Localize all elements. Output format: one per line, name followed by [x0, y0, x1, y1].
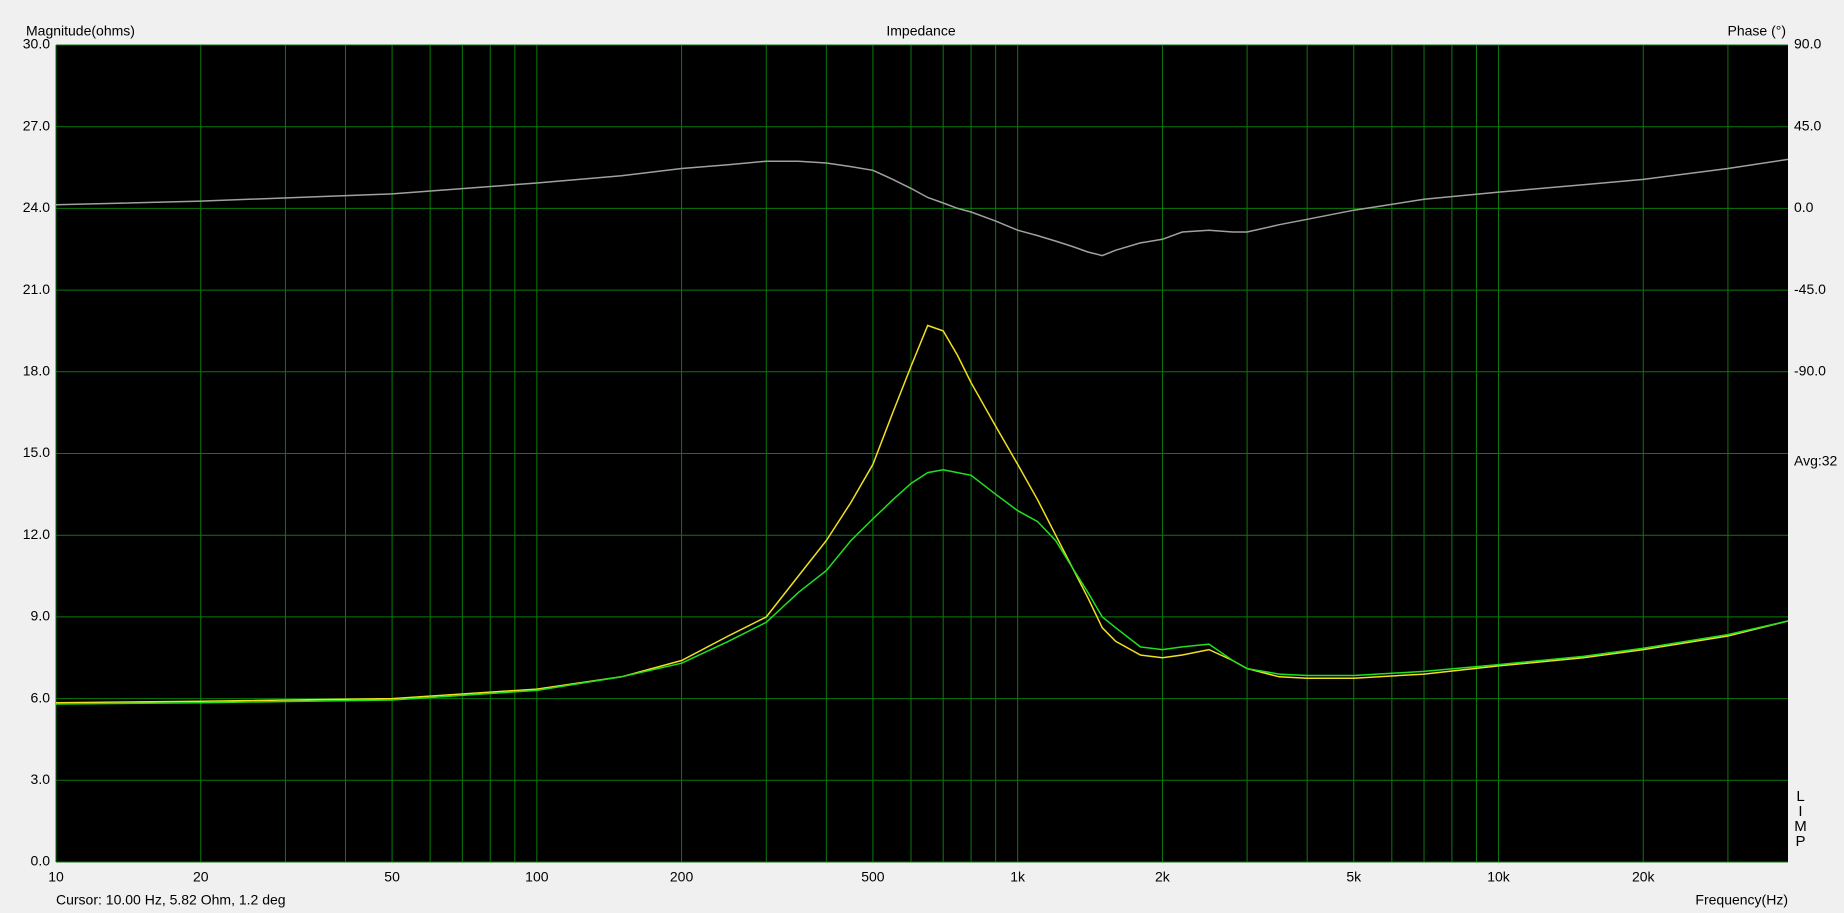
y-tick-label: 0.0 — [31, 853, 51, 869]
y2-tick-label: 90.0 — [1794, 36, 1821, 52]
y-tick-label: 3.0 — [31, 771, 51, 787]
avg-label: Avg:32 — [1794, 453, 1838, 469]
y-tick-label: 27.0 — [23, 117, 50, 133]
x-tick-label: 100 — [525, 869, 549, 885]
y-tick-label: 30.0 — [23, 36, 50, 52]
y-axis-title: Magnitude(ohms) — [26, 23, 135, 39]
series-line — [55, 158, 1789, 257]
y-tick-label: 21.0 — [23, 281, 50, 297]
y-tick-label: 15.0 — [23, 444, 50, 460]
series-line — [55, 469, 1789, 705]
series-line — [55, 324, 1789, 704]
cursor-readout: Cursor: 10.00 Hz, 5.82 Ohm, 1.2 deg — [56, 892, 286, 908]
y2-tick-label: -90.0 — [1794, 363, 1826, 379]
y-tick-label: 6.0 — [31, 689, 51, 705]
y-tick-label: 18.0 — [23, 363, 50, 379]
y-tick-label: 9.0 — [31, 608, 51, 624]
y-tick-label: 12.0 — [23, 526, 50, 542]
y2-tick-label: -45.0 — [1794, 281, 1826, 297]
y2-tick-label: 0.0 — [1794, 199, 1814, 215]
y2-axis-title: Phase (°) — [1727, 23, 1786, 39]
x-tick-label: 2k — [1155, 869, 1171, 885]
x-tick-label: 500 — [861, 869, 885, 885]
y2-tick-label: 45.0 — [1794, 117, 1821, 133]
y-tick-label: 24.0 — [23, 199, 50, 215]
x-tick-label: 5k — [1346, 869, 1362, 885]
x-tick-label: 1k — [1010, 869, 1026, 885]
x-tick-label: 200 — [670, 869, 694, 885]
x-tick-label: 20 — [193, 869, 209, 885]
x-tick-label: 20k — [1632, 869, 1656, 885]
chart-title: Impedance — [886, 23, 955, 39]
x-tick-label: 10k — [1487, 869, 1511, 885]
x-tick-label: 50 — [384, 869, 400, 885]
side-label: LIMP — [1792, 788, 1809, 848]
x-axis-title: Frequency(Hz) — [1695, 892, 1788, 908]
x-tick-label: 10 — [48, 869, 64, 885]
